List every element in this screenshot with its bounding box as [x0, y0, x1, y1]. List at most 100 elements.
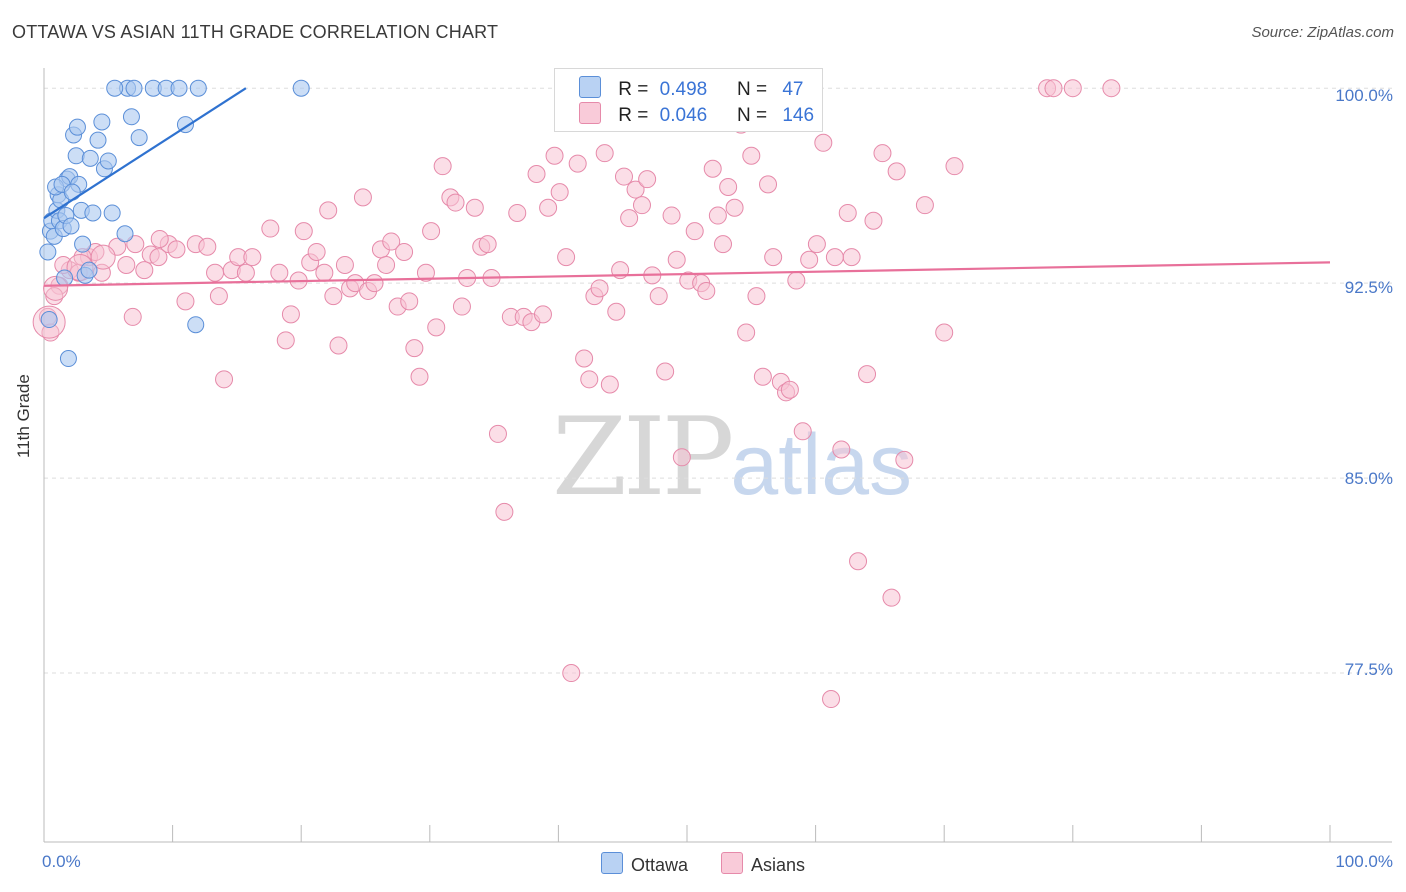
asian-point-24: [243, 248, 262, 267]
asian-point-131: [945, 157, 964, 176]
x-tick-100: 100.0%: [1335, 852, 1393, 871]
asians-trend-line: [43, 261, 1331, 287]
ottawa-point-44: [84, 204, 102, 222]
asian-point-27: [276, 331, 295, 350]
ottawa-n-label: N =: [736, 79, 768, 100]
asian-point-87: [638, 170, 657, 189]
asian-point-56: [446, 193, 465, 212]
asian-point-40: [353, 188, 372, 207]
asian-point-8: [117, 255, 136, 274]
asian-point-82: [607, 302, 626, 321]
asian-point-32: [307, 242, 326, 261]
ottawa-point-35: [292, 79, 310, 97]
asian-point-120: [838, 203, 857, 222]
asian-point-133: [1044, 79, 1063, 98]
legend-item-asians[interactable]: Asians: [721, 852, 805, 876]
asian-point-143: [123, 307, 142, 326]
ottawa-trend-line: [43, 87, 247, 220]
ottawa-r-label: R =: [618, 79, 649, 100]
ottawa-point-0: [39, 243, 57, 261]
ottawa-point-27: [125, 79, 143, 97]
ottawa-point-36: [59, 350, 77, 368]
asian-point-80: [595, 144, 614, 163]
ottawa-point-46: [122, 108, 140, 126]
asian-point-95: [685, 222, 704, 241]
asian-point-30: [294, 222, 313, 241]
asian-point-124: [864, 211, 883, 230]
asian-point-37: [335, 255, 354, 274]
ottawa-point-33: [187, 316, 205, 334]
ottawa-r-value: 0.498: [659, 79, 708, 100]
legend-item-ottawa[interactable]: Ottawa: [600, 852, 688, 876]
asian-point-136: [825, 248, 844, 267]
ottawa-points: [39, 79, 310, 368]
asian-point-135: [1102, 79, 1121, 98]
asian-point-34: [319, 201, 338, 220]
asian-point-52: [422, 222, 441, 241]
asian-point-105: [742, 146, 761, 165]
ottawa-point-23: [99, 152, 117, 170]
ottawa-n-value: 47: [782, 79, 804, 100]
y-tick-77-5: 77.5%: [1344, 660, 1393, 679]
asian-point-121: [842, 248, 861, 267]
asian-point-53: [427, 318, 446, 337]
asian-point-127: [887, 162, 906, 181]
asian-point-90: [656, 362, 675, 381]
ottawa-point-28: [130, 129, 148, 147]
asian-point-141: [150, 229, 169, 248]
asians-r-label: R =: [618, 105, 649, 126]
asian-point-51: [416, 263, 435, 282]
asian-point-104: [737, 323, 756, 342]
asian-point-72: [550, 183, 569, 202]
ottawa-point-12: [62, 217, 80, 235]
ottawa-point-31: [170, 79, 188, 97]
trend-lines: [43, 87, 1331, 287]
asian-point-93: [672, 448, 691, 467]
asian-point-92: [667, 250, 686, 269]
asian-point-115: [800, 250, 819, 269]
asian-point-73: [557, 248, 576, 267]
asian-point-44: [377, 255, 396, 274]
asian-point-84: [620, 209, 639, 228]
asian-point-74: [562, 664, 581, 683]
asian-point-14: [167, 240, 186, 259]
ottawa-legend-swatch: [600, 852, 623, 874]
asian-point-59: [465, 198, 484, 217]
ottawa-point-20: [89, 131, 107, 149]
asians-n-label: N =: [736, 105, 768, 126]
asian-point-10: [135, 261, 154, 280]
asian-point-19: [209, 287, 228, 306]
asian-point-36: [329, 336, 348, 355]
asian-point-125: [873, 144, 892, 163]
asian-point-113: [787, 271, 806, 290]
asian-point-77: [580, 370, 599, 389]
asian-point-17: [198, 237, 217, 256]
asian-point-119: [832, 440, 851, 459]
asian-point-49: [405, 339, 424, 358]
ottawa-point-21: [93, 113, 111, 131]
ottawa-point-37: [56, 269, 74, 287]
asian-point-25: [261, 219, 280, 238]
ottawa-point-34: [189, 79, 207, 97]
asian-point-108: [759, 175, 778, 194]
asian-point-28: [281, 305, 300, 324]
ottawa-legend-label: Ottawa: [630, 855, 688, 875]
asian-point-89: [649, 287, 668, 306]
asians-r-value: 0.046: [659, 105, 708, 126]
asian-point-109: [764, 248, 783, 267]
asian-point-134: [1063, 79, 1082, 98]
asian-point-122: [849, 552, 868, 571]
asian-point-69: [533, 305, 552, 324]
asian-point-35: [324, 287, 343, 306]
ottawa-point-45: [63, 183, 81, 201]
asian-point-118: [822, 690, 841, 709]
legend-row-ottawa: R = 0.498 N = 47: [579, 76, 803, 100]
asians-points: [32, 79, 1121, 709]
asian-point-86: [632, 196, 651, 215]
asian-point-97: [697, 281, 716, 300]
asian-point-107: [753, 367, 772, 386]
asian-point-65: [508, 203, 527, 222]
asian-point-48: [400, 292, 419, 311]
asian-point-20: [215, 370, 234, 389]
